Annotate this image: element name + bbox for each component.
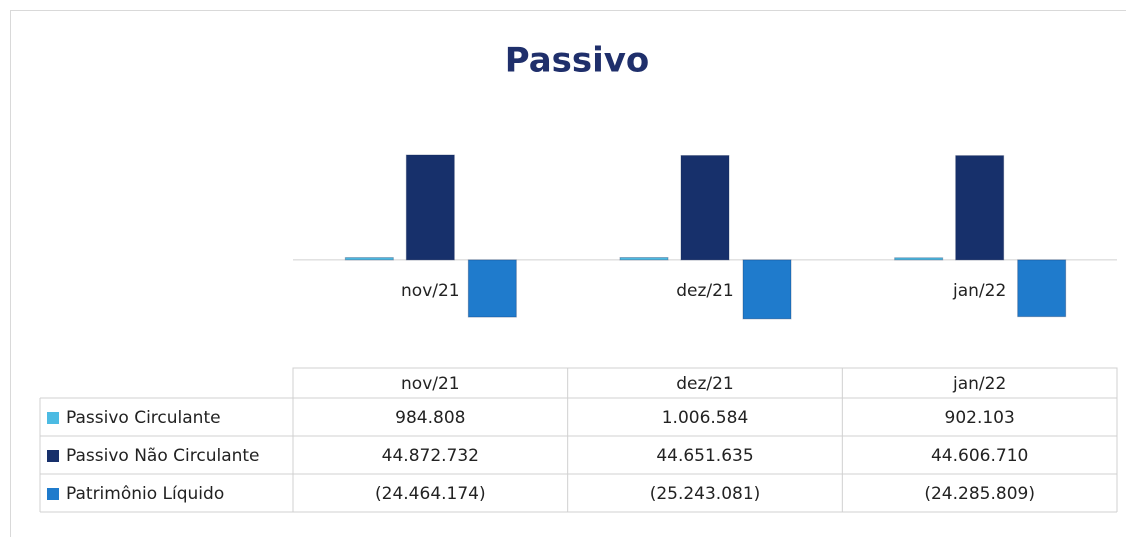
x-tick-label: nov/21 — [401, 281, 460, 301]
table-header: jan/22 — [952, 374, 1006, 394]
bar — [894, 257, 944, 261]
table-value: 44.651.635 — [656, 446, 753, 466]
table-value: 1.006.584 — [662, 408, 749, 428]
bar — [955, 155, 1005, 261]
bar — [405, 154, 455, 261]
table-header: dez/21 — [676, 374, 734, 394]
legend-swatch — [47, 412, 59, 424]
x-tick-label: jan/22 — [952, 281, 1006, 301]
table-header: nov/21 — [401, 374, 460, 394]
x-tick-label: dez/21 — [676, 281, 734, 301]
bar — [1017, 259, 1067, 318]
table-value: (25.243.081) — [650, 484, 761, 504]
chart-title: Passivo — [505, 41, 650, 81]
bar — [680, 155, 730, 261]
legend-swatch — [47, 488, 59, 500]
table-value: 902.103 — [945, 408, 1015, 428]
table-value: 984.808 — [395, 408, 465, 428]
table-value: 44.872.732 — [382, 446, 479, 466]
chart-frame — [10, 10, 1126, 537]
bar — [467, 259, 517, 318]
legend-label: Passivo Circulante — [66, 408, 221, 428]
bar — [619, 257, 669, 261]
table-value: (24.464.174) — [375, 484, 486, 504]
table-value: 44.606.710 — [931, 446, 1028, 466]
bar — [742, 259, 792, 320]
bar — [344, 257, 394, 261]
legend-swatch — [47, 450, 59, 462]
table-value: (24.285.809) — [924, 484, 1035, 504]
legend-label: Patrimônio Líquido — [66, 484, 224, 504]
legend-label: Passivo Não Circulante — [66, 446, 260, 466]
